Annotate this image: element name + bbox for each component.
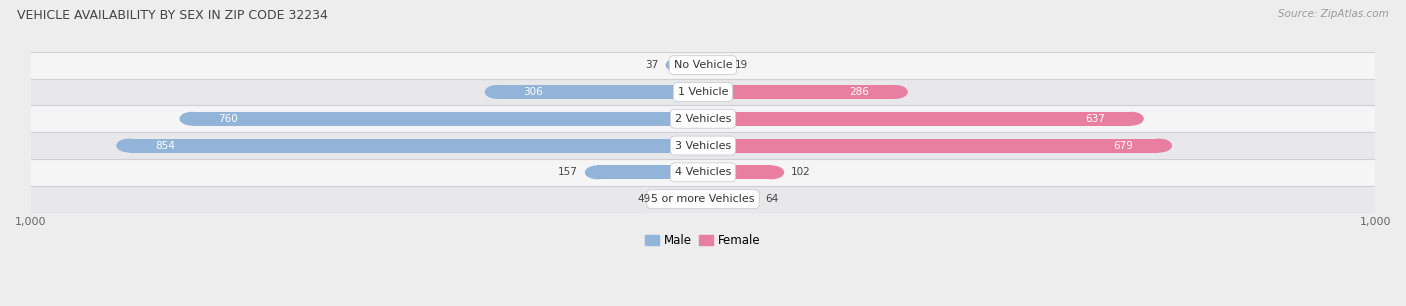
Legend: Male, Female: Male, Female (641, 229, 765, 252)
Text: 760: 760 (218, 114, 238, 124)
Text: 37: 37 (645, 60, 659, 70)
Bar (678, 58, 703, 72)
Text: 64: 64 (765, 194, 779, 204)
Text: No Vehicle: No Vehicle (673, 60, 733, 70)
Text: 286: 286 (849, 87, 869, 97)
Text: 5 or more Vehicles: 5 or more Vehicles (651, 194, 755, 204)
Ellipse shape (1119, 112, 1144, 126)
Ellipse shape (703, 58, 728, 72)
Ellipse shape (117, 139, 142, 152)
Text: 2 Vehicles: 2 Vehicles (675, 114, 731, 124)
Text: 1 Vehicle: 1 Vehicle (678, 87, 728, 97)
Text: 102: 102 (792, 167, 811, 177)
Bar (703, 58, 716, 72)
Bar (703, 112, 1132, 126)
Text: 19: 19 (735, 60, 748, 70)
Ellipse shape (883, 85, 908, 99)
Text: Source: ZipAtlas.com: Source: ZipAtlas.com (1278, 9, 1389, 19)
Bar (598, 165, 703, 179)
Text: 157: 157 (558, 167, 578, 177)
Ellipse shape (734, 192, 759, 206)
Ellipse shape (1147, 139, 1173, 152)
Text: 3 Vehicles: 3 Vehicles (675, 140, 731, 151)
Text: 4 Vehicles: 4 Vehicles (675, 167, 731, 177)
Ellipse shape (665, 58, 690, 72)
Text: 49: 49 (637, 194, 651, 204)
Bar (703, 192, 747, 206)
Ellipse shape (658, 192, 683, 206)
Bar (31, 79, 1375, 105)
Bar (703, 165, 772, 179)
Bar (31, 52, 1375, 79)
Bar (703, 139, 1160, 152)
Bar (31, 105, 1375, 132)
Bar (31, 132, 1375, 159)
Bar (703, 85, 896, 99)
Text: 854: 854 (155, 140, 174, 151)
Ellipse shape (585, 165, 610, 179)
Text: 637: 637 (1085, 114, 1105, 124)
Ellipse shape (180, 112, 205, 126)
Bar (498, 85, 703, 99)
Ellipse shape (485, 85, 510, 99)
Text: 679: 679 (1114, 140, 1133, 151)
Text: 306: 306 (523, 87, 543, 97)
Bar (31, 186, 1375, 213)
Ellipse shape (759, 165, 785, 179)
Bar (671, 192, 703, 206)
Bar (193, 112, 703, 126)
Bar (129, 139, 703, 152)
Text: VEHICLE AVAILABILITY BY SEX IN ZIP CODE 32234: VEHICLE AVAILABILITY BY SEX IN ZIP CODE … (17, 9, 328, 22)
Bar (31, 159, 1375, 186)
